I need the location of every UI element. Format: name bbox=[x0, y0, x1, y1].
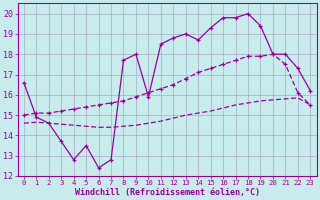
X-axis label: Windchill (Refroidissement éolien,°C): Windchill (Refroidissement éolien,°C) bbox=[75, 188, 260, 197]
